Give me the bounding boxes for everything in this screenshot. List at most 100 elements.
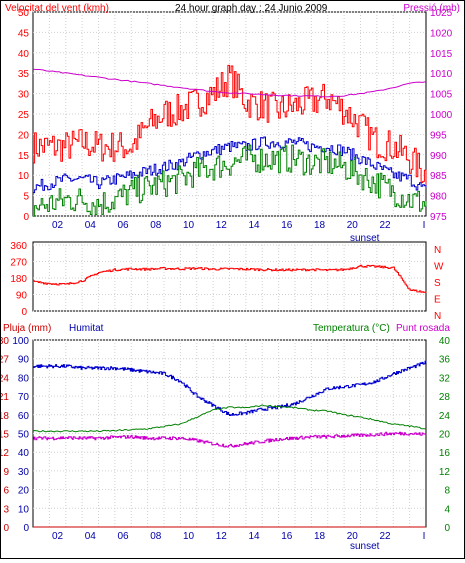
temperature-tick: 36 bbox=[439, 355, 451, 366]
rain-tick: 30 bbox=[1, 336, 9, 347]
wind-speed-axis: 0 5 10 15 20 25 30 35 40 45 50 bbox=[18, 8, 30, 223]
rain-tick: 24 bbox=[1, 373, 9, 384]
wind-speed-tick: 35 bbox=[18, 69, 30, 80]
pressure-tick: 985 bbox=[430, 171, 447, 182]
sunset-label: sunset bbox=[350, 233, 380, 244]
temperature-tick: 32 bbox=[439, 373, 451, 384]
direction-degree-tick: 360 bbox=[10, 241, 27, 252]
pressure-tick: 975 bbox=[430, 212, 447, 223]
temperature-tick: 20 bbox=[439, 430, 451, 441]
temperature-tick: 4 bbox=[444, 504, 450, 515]
humidity-tick: 100 bbox=[12, 336, 29, 347]
x-tick-label: 22 bbox=[380, 531, 392, 542]
rain-tick: 12 bbox=[1, 448, 9, 459]
sunset-label-bottom: sunset bbox=[350, 541, 380, 552]
x-tick-label: 08 bbox=[150, 531, 162, 542]
wind-speed-tick: 10 bbox=[18, 171, 30, 182]
humidity-tick: 80 bbox=[18, 373, 30, 384]
temperature-tick: 0 bbox=[444, 523, 450, 534]
humidity-tick: 90 bbox=[18, 355, 30, 366]
temperature-tick: 16 bbox=[439, 448, 451, 459]
x-tick-label: 16 bbox=[281, 531, 293, 542]
wind_avg-line bbox=[33, 136, 427, 194]
temperature-tick: 8 bbox=[444, 486, 450, 497]
wind_dir-line bbox=[33, 264, 427, 293]
x-tick-label: 18 bbox=[314, 220, 326, 231]
pressure-tick: 990 bbox=[430, 151, 447, 162]
humidity-tick: 30 bbox=[18, 467, 30, 478]
temperature-tick: 28 bbox=[439, 392, 451, 403]
rain-tick: 21 bbox=[1, 392, 9, 403]
rain-tick: 27 bbox=[1, 355, 9, 366]
wind-speed-tick: 15 bbox=[18, 151, 30, 162]
direction-degree-tick: 270 bbox=[10, 258, 27, 269]
humidity-axis: 0 10 20 30 40 50 60 70 80 90 100 bbox=[12, 336, 29, 534]
wind-direction-plot-area bbox=[32, 241, 427, 312]
rain-tick: 3 bbox=[3, 504, 9, 515]
direction-degree-tick: 180 bbox=[10, 274, 27, 285]
wind_low-line bbox=[33, 144, 427, 217]
direction-compass-tick: E bbox=[434, 295, 441, 306]
direction-compass-tick: W bbox=[434, 262, 444, 273]
temperature-tick: 12 bbox=[439, 467, 451, 478]
x-tick-label: 12 bbox=[216, 531, 228, 542]
wind-speed-tick: 0 bbox=[23, 212, 29, 223]
chart-title: 24 hour graph day : 24 Junio 2009 bbox=[175, 3, 328, 14]
pressure-axis-label: Pressió (mb) bbox=[403, 3, 460, 14]
wind-pressure-series bbox=[32, 64, 427, 217]
x-tick-label: I bbox=[423, 531, 426, 542]
temperature-axis-label: Temperatura (°C) bbox=[313, 323, 390, 334]
humidity-tick: 60 bbox=[18, 411, 30, 422]
x-tick-label: 04 bbox=[85, 220, 97, 231]
direction-degree-tick: 90 bbox=[16, 291, 28, 302]
temperature-line bbox=[32, 404, 427, 433]
rain-tick: 0 bbox=[3, 523, 9, 534]
temperature-tick: 24 bbox=[439, 411, 451, 422]
pressure-line bbox=[32, 68, 427, 98]
wind-direction-degree-axis: 0 90 180 270 360 bbox=[10, 241, 27, 318]
wind-speed-axis-label: Velocitat del vent (kmh) bbox=[5, 3, 109, 14]
wind-speed-tick: 40 bbox=[18, 49, 30, 60]
pressure-tick: 1020 bbox=[430, 28, 453, 39]
x-tick-label: 08 bbox=[150, 220, 162, 231]
rain-axis-label: Pluja (mm) bbox=[3, 323, 51, 334]
humidity-axis-label: Humitat bbox=[69, 323, 104, 334]
pressure-tick: 995 bbox=[430, 130, 447, 141]
x-tick-label: I bbox=[423, 220, 426, 231]
dewpoint-axis-label: Punt rosada bbox=[396, 323, 450, 334]
x-tick-label: 02 bbox=[52, 220, 64, 231]
temperature-axis: 0 4 8 12 16 20 24 28 32 36 40 bbox=[439, 336, 451, 534]
x-tick-label: 20 bbox=[347, 220, 359, 231]
wind-speed-tick: 5 bbox=[23, 192, 29, 203]
humidity-tick: 0 bbox=[23, 523, 29, 534]
rain-axis: 0 3 6 9 12 15 18 21 24 27 30 bbox=[0, 336, 9, 534]
rain-tick: 15 bbox=[1, 430, 9, 441]
wind-direction-grid bbox=[33, 244, 426, 312]
humidity-tick: 40 bbox=[18, 448, 30, 459]
humidity-temperature-series bbox=[32, 360, 427, 528]
direction-degree-tick: 0 bbox=[21, 307, 27, 318]
wind-speed-tick: 25 bbox=[18, 110, 30, 121]
pressure-axis: 975 980 985 990 995 1000 1005 1010 1015 1020 1025 bbox=[430, 8, 453, 223]
wind-speed-tick: 50 bbox=[18, 8, 30, 19]
direction-compass-tick: N bbox=[434, 311, 441, 322]
direction-compass-tick: S bbox=[434, 278, 441, 289]
x-tick-label: 16 bbox=[281, 220, 293, 231]
pressure-tick: 1005 bbox=[430, 90, 453, 101]
x-tick-label: 18 bbox=[314, 531, 326, 542]
pressure-tick: 1010 bbox=[430, 69, 453, 80]
x-tick-label: 22 bbox=[380, 220, 392, 231]
gust-line bbox=[33, 64, 427, 186]
x-tick-label: 20 bbox=[347, 531, 359, 542]
x-tick-label: 10 bbox=[183, 220, 195, 231]
x-tick-label: 12 bbox=[216, 220, 228, 231]
x-tick-label: 02 bbox=[52, 531, 64, 542]
humidity-temperature-x-axis: 02 04 06 08 10 12 14 16 18 20 22 I bbox=[52, 531, 425, 542]
humidity-line bbox=[33, 360, 427, 416]
x-tick-label: 10 bbox=[183, 531, 195, 542]
dewpoint-line bbox=[33, 431, 427, 448]
humidity-tick: 70 bbox=[18, 392, 30, 403]
